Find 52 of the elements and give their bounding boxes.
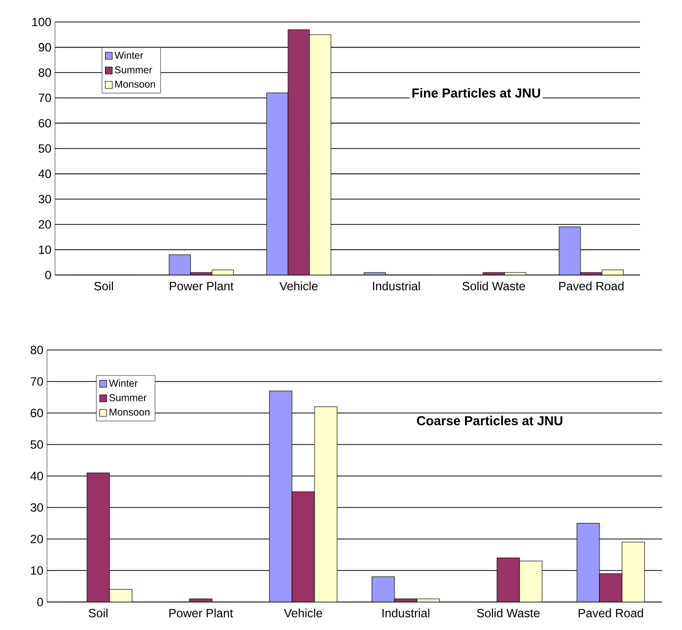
text: Fine Particles at JNU <box>412 88 540 98</box>
x-tick-label: Industrial <box>373 282 420 290</box>
y-tick-label: 40 <box>38 170 52 178</box>
y-tick-label: 100 <box>32 18 52 26</box>
bar <box>576 523 600 602</box>
bar <box>309 34 331 275</box>
x-tick-label: Paved Road <box>559 282 624 290</box>
y-tick-label: 70 <box>30 377 44 386</box>
x-tick-label: Industrial <box>382 608 430 618</box>
y-tick-label: 10 <box>31 566 44 575</box>
bar <box>496 558 520 602</box>
y-tick-label: 0 <box>37 598 44 606</box>
legend-label: Summer <box>109 394 147 402</box>
bar <box>110 589 132 602</box>
bar <box>269 390 292 602</box>
legend-label: Winter <box>114 52 144 59</box>
legend-label: Winter <box>108 379 138 387</box>
x-tick-label: Soil <box>94 282 113 290</box>
y-tick-label: 30 <box>30 503 44 512</box>
x-tick-label: Vehicle <box>279 282 318 290</box>
x-tick-label: Power Plant <box>169 608 233 618</box>
x-tick-label: Paved Road <box>578 608 643 618</box>
legend-label: Summer <box>114 66 152 74</box>
x-tick-label: Power Plant <box>170 282 234 290</box>
bar <box>314 406 338 602</box>
y-tick-label: 40 <box>30 472 44 480</box>
y-tick-label: 20 <box>30 534 44 544</box>
y-tick-label: 50 <box>38 144 52 153</box>
y-tick-label: 30 <box>38 194 52 204</box>
y-tick-label: 60 <box>38 118 52 128</box>
legend-label: Monsoon <box>115 80 155 88</box>
x-tick-label: Vehicle <box>284 608 322 618</box>
y-tick-label: 0 <box>45 270 52 280</box>
x-tick-label: Solid Waste <box>477 608 540 618</box>
y-tick-label: 80 <box>38 68 52 77</box>
y-tick-label: 60 <box>30 408 44 418</box>
y-tick-label: 90 <box>38 43 52 52</box>
bar <box>372 576 394 602</box>
bar <box>292 492 315 602</box>
y-tick-label: 20 <box>38 220 52 229</box>
y-tick-label: 70 <box>38 94 52 102</box>
bar <box>622 542 645 602</box>
x-tick-label: Solid Waste <box>462 282 525 290</box>
legend-label: Monsoon <box>110 408 150 416</box>
text: Coarse Particles at JNU <box>416 416 562 426</box>
y-tick-label: 50 <box>30 440 44 449</box>
bar <box>599 573 622 602</box>
y-tick-label: 10 <box>39 245 52 254</box>
x-tick-label: Soil <box>88 608 108 618</box>
y-tick-label: 80 <box>30 346 44 354</box>
bar <box>520 561 542 602</box>
bar <box>86 472 110 602</box>
